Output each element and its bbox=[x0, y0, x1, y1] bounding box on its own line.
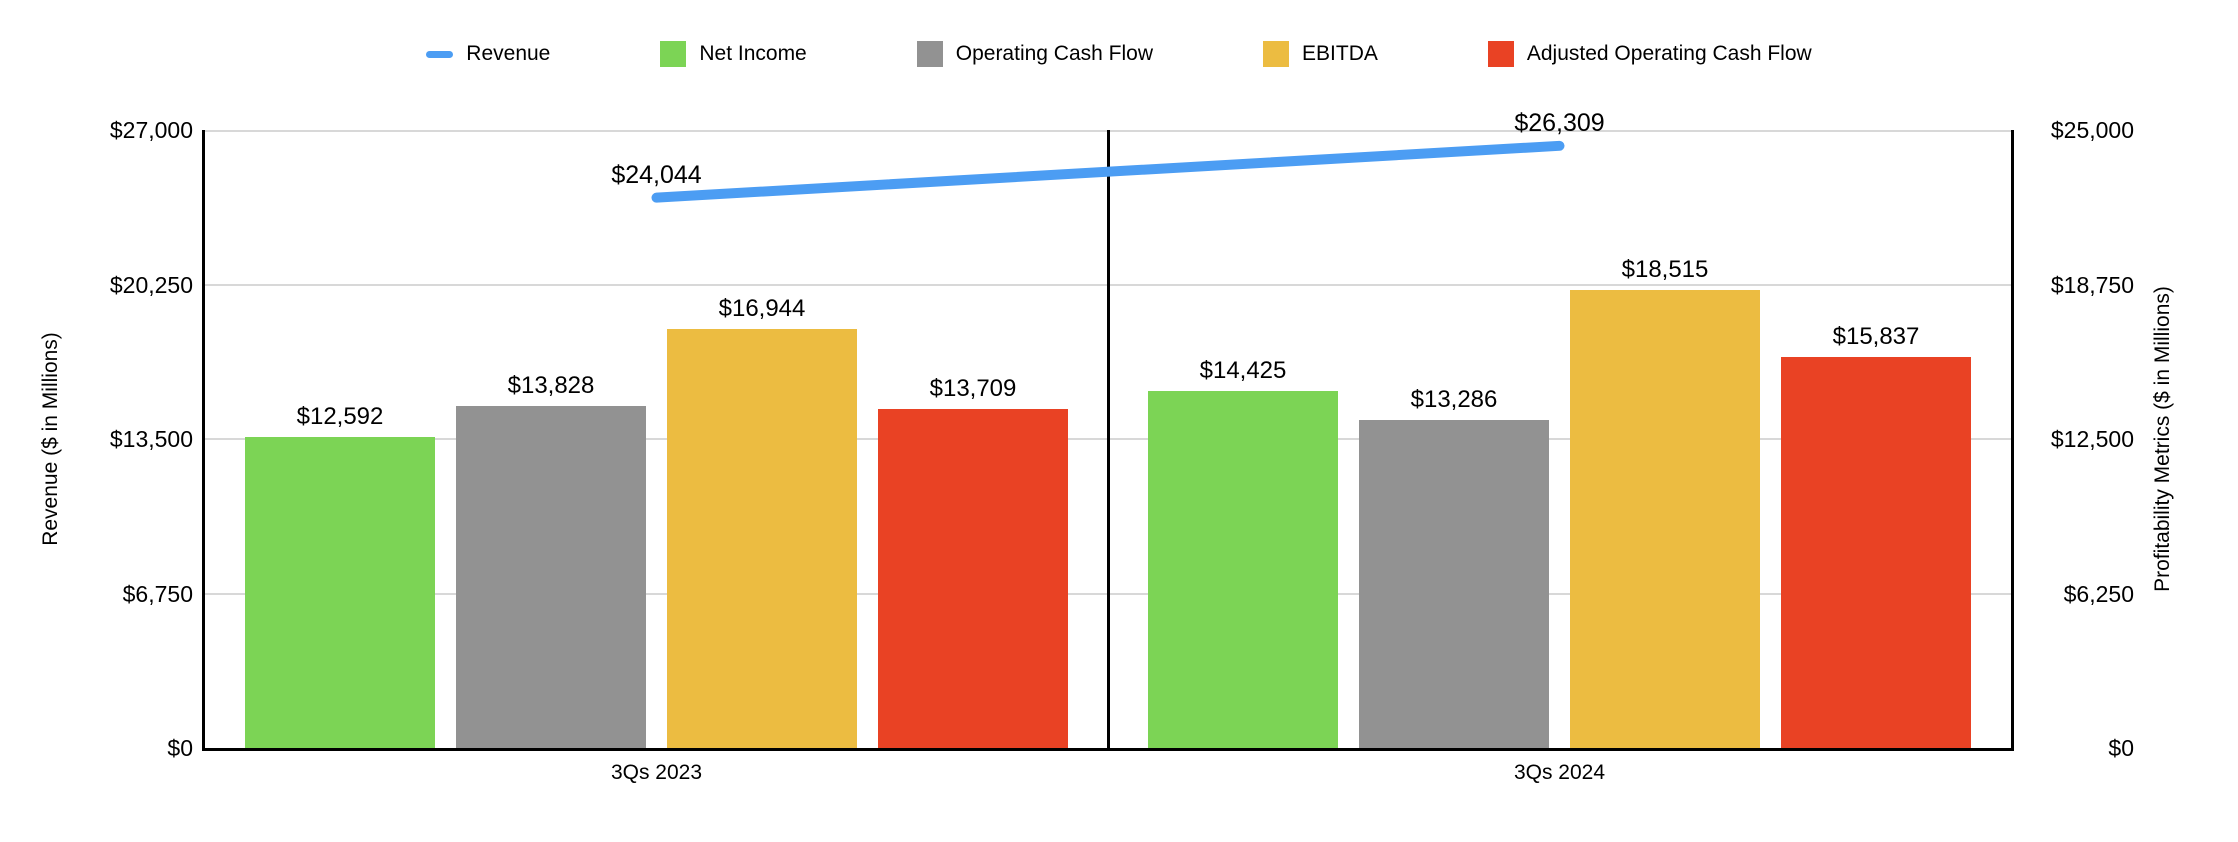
legend-label: Net Income bbox=[699, 42, 807, 65]
y-tick-label: $12,500 bbox=[2050, 426, 2134, 452]
y-tick-label: $13,500 bbox=[109, 426, 193, 452]
legend-label: Operating Cash Flow bbox=[955, 42, 1154, 65]
bar-operating-cash-flow bbox=[456, 406, 646, 748]
bar-value-label: $13,709 bbox=[929, 375, 1017, 403]
line-swatch-icon bbox=[426, 50, 454, 58]
revenue-line bbox=[651, 140, 1565, 203]
square-swatch-icon bbox=[1263, 41, 1290, 67]
legend-label: Adjusted Operating Cash Flow bbox=[1526, 42, 1812, 65]
y-tick-label: $0 bbox=[167, 735, 193, 761]
chart-legend: Revenue Net Income Operating Cash Flow EBIT… bbox=[0, 41, 2238, 67]
legend-item-net-income: Net Income bbox=[660, 41, 807, 67]
bar-net-income bbox=[245, 436, 435, 748]
bar-value-label: $18,515 bbox=[1621, 256, 1709, 284]
bar-value-label: $15,837 bbox=[1832, 322, 1920, 350]
y-tick-label: $18,750 bbox=[2050, 271, 2134, 298]
y-tick-label: $6,750 bbox=[122, 580, 193, 607]
right-axis-title: Profitability Metrics ($ in Millions) bbox=[2151, 286, 2174, 592]
legend-label: Revenue bbox=[466, 42, 551, 65]
line-value-label: $26,309 bbox=[1514, 108, 1605, 137]
bar-net-income bbox=[1148, 391, 1338, 748]
bar-value-label: $13,828 bbox=[507, 372, 595, 400]
legend-item-ebitda: EBITDA bbox=[1263, 41, 1378, 67]
plot-area: $12,592 $13,828 $16,944 $13,709 $14,425 $13,2… bbox=[202, 109, 2014, 751]
y-tick-label: $20,250 bbox=[109, 271, 193, 298]
square-swatch-icon bbox=[916, 41, 943, 67]
x-category-label: 3Qs 2024 bbox=[1513, 761, 1606, 784]
right-axis-tick-labels: $0 $6,250 $12,500 $18,750 $25,000 bbox=[2042, 117, 2134, 761]
legend-item-adjusted-operating-cash-flow: Adjusted Operating Cash Flow bbox=[1487, 41, 1812, 67]
bar-ebitda bbox=[667, 329, 857, 748]
bar-ebitda bbox=[1570, 290, 1760, 748]
bar-value-label: $16,944 bbox=[718, 295, 806, 323]
bar-adjusted-operating-cash-flow bbox=[1781, 356, 1971, 748]
square-swatch-icon bbox=[1487, 41, 1514, 67]
legend-item-revenue: Revenue bbox=[426, 42, 550, 66]
bar-value-label: $14,425 bbox=[1199, 357, 1287, 385]
legend-item-operating-cash-flow: Operating Cash Flow bbox=[916, 41, 1154, 67]
bar-adjusted-operating-cash-flow bbox=[878, 409, 1068, 748]
line-value-label: $24,044 bbox=[611, 160, 702, 189]
legend-label: EBITDA bbox=[1302, 42, 1378, 65]
square-swatch-icon bbox=[660, 41, 687, 67]
y-tick-label: $25,000 bbox=[2050, 117, 2134, 143]
y-tick-label: $0 bbox=[2108, 735, 2134, 761]
bar-value-label: $12,592 bbox=[296, 402, 384, 430]
x-category-label: 3Qs 2023 bbox=[610, 761, 703, 784]
left-axis-tick-labels: $0 $6,750 $13,500 $20,250 $27,000 bbox=[0, 117, 193, 761]
bar-operating-cash-flow bbox=[1359, 419, 1549, 748]
category-divider bbox=[1106, 130, 1110, 748]
y-tick-label: $6,250 bbox=[2063, 580, 2134, 607]
y-tick-label: $27,000 bbox=[109, 117, 193, 143]
bar-value-label: $13,286 bbox=[1410, 385, 1498, 413]
